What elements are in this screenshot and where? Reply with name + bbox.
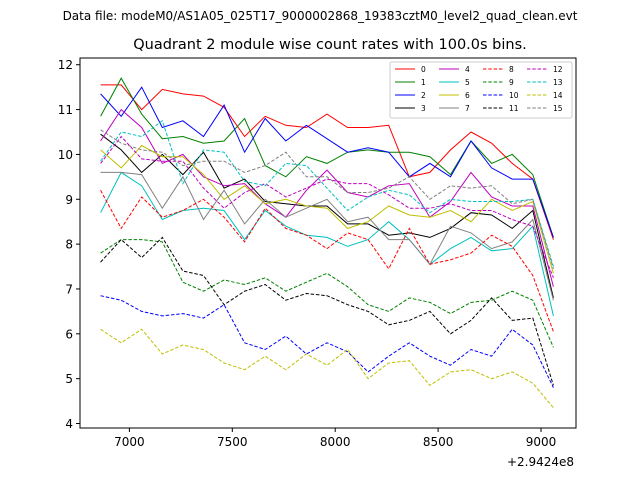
series-line-7 (100, 171, 554, 301)
legend-label-11: 11 (509, 104, 519, 113)
series-line-11 (100, 236, 554, 386)
series-line-10 (100, 295, 554, 388)
series-line-0 (100, 84, 554, 240)
y-tick-label: 4 (65, 417, 73, 431)
series-line-13 (100, 119, 554, 267)
series-line-14 (100, 328, 554, 409)
y-tick-label: 9 (65, 193, 73, 207)
series-line-15 (100, 129, 554, 269)
y-tick-label: 11 (58, 103, 73, 117)
y-axis-ticks: 4 5 6 7 8 9 10 11 12 (58, 58, 80, 431)
x-tick-label: 8500 (423, 435, 454, 449)
series-line-9 (100, 239, 554, 348)
y-tick-label: 8 (65, 238, 73, 252)
series-line-1 (100, 77, 554, 238)
legend-label-0: 0 (421, 65, 426, 74)
legend-label-2: 2 (421, 91, 426, 100)
legend-box (389, 61, 573, 119)
y-tick-label: 5 (65, 372, 73, 386)
x-tick-label: 8000 (320, 435, 351, 449)
x-axis-ticks: 7000 7500 8000 8500 9000 (114, 428, 556, 449)
legend-label-12: 12 (553, 65, 563, 74)
legend-label-14: 14 (553, 91, 563, 100)
legend-label-1: 1 (421, 78, 426, 87)
series-layer (100, 77, 554, 409)
legend-label-10: 10 (509, 91, 519, 100)
series-line-5 (100, 171, 554, 317)
y-tick-label: 12 (58, 58, 73, 72)
series-line-4 (100, 108, 554, 287)
y-tick-label: 6 (65, 327, 73, 341)
axes-frame (79, 57, 577, 429)
legend-label-7: 7 (465, 104, 470, 113)
legend-label-3: 3 (421, 104, 426, 113)
legend-label-15: 15 (553, 104, 563, 113)
chart-title: Quadrant 2 module wise count rates with … (133, 37, 527, 53)
legend-label-4: 4 (465, 65, 470, 74)
x-tick-label: 7000 (114, 435, 145, 449)
legend-label-6: 6 (465, 91, 470, 100)
legend-label-9: 9 (509, 78, 514, 87)
series-line-2 (100, 86, 554, 238)
x-tick-label: 9000 (526, 435, 557, 449)
y-tick-label: 7 (65, 282, 73, 296)
figure-suptitle: Data file: modeM0/AS1A05_025T17_90000028… (63, 9, 578, 23)
legend-label-8: 8 (509, 65, 514, 74)
series-line-8 (100, 190, 554, 332)
x-tick-label: 7500 (217, 435, 248, 449)
series-line-6 (100, 144, 554, 274)
legend-label-5: 5 (465, 78, 470, 87)
x-axis-offset-label: +2.9424e8 (507, 455, 574, 469)
legend-label-13: 13 (553, 78, 563, 87)
y-tick-label: 10 (58, 148, 73, 162)
series-line-3 (100, 133, 554, 299)
